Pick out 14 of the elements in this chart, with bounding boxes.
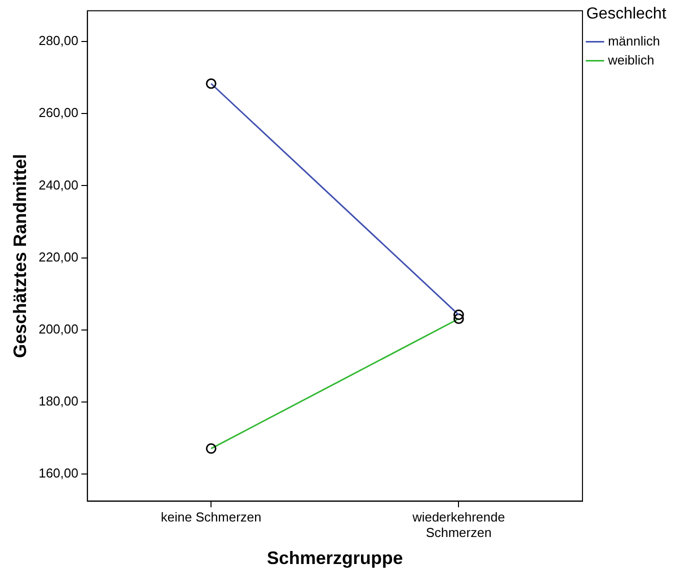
x-tick-label: keine Schmerzen	[160, 510, 262, 525]
y-tick-label: 240,00	[38, 177, 78, 192]
legend-label: weiblich	[606, 52, 654, 68]
y-tick-label: 220,00	[38, 249, 78, 264]
x-tick-label: wiederkehrende Schmerzen	[411, 510, 505, 540]
y-tick-label: 200,00	[38, 322, 78, 336]
y-tick-label: 160,00	[38, 466, 78, 481]
y-axis-title: Geschätztes Randmittel	[10, 154, 30, 358]
y-tick-label: 260,00	[38, 105, 78, 120]
y-tick-label: 280,00	[38, 33, 78, 48]
y-tick-label: 180,00	[38, 394, 78, 409]
x-axis-title: Schmerzgruppe	[266, 548, 403, 568]
legend-title: Geschlecht	[586, 5, 667, 22]
legend-label: männlich	[608, 33, 660, 48]
